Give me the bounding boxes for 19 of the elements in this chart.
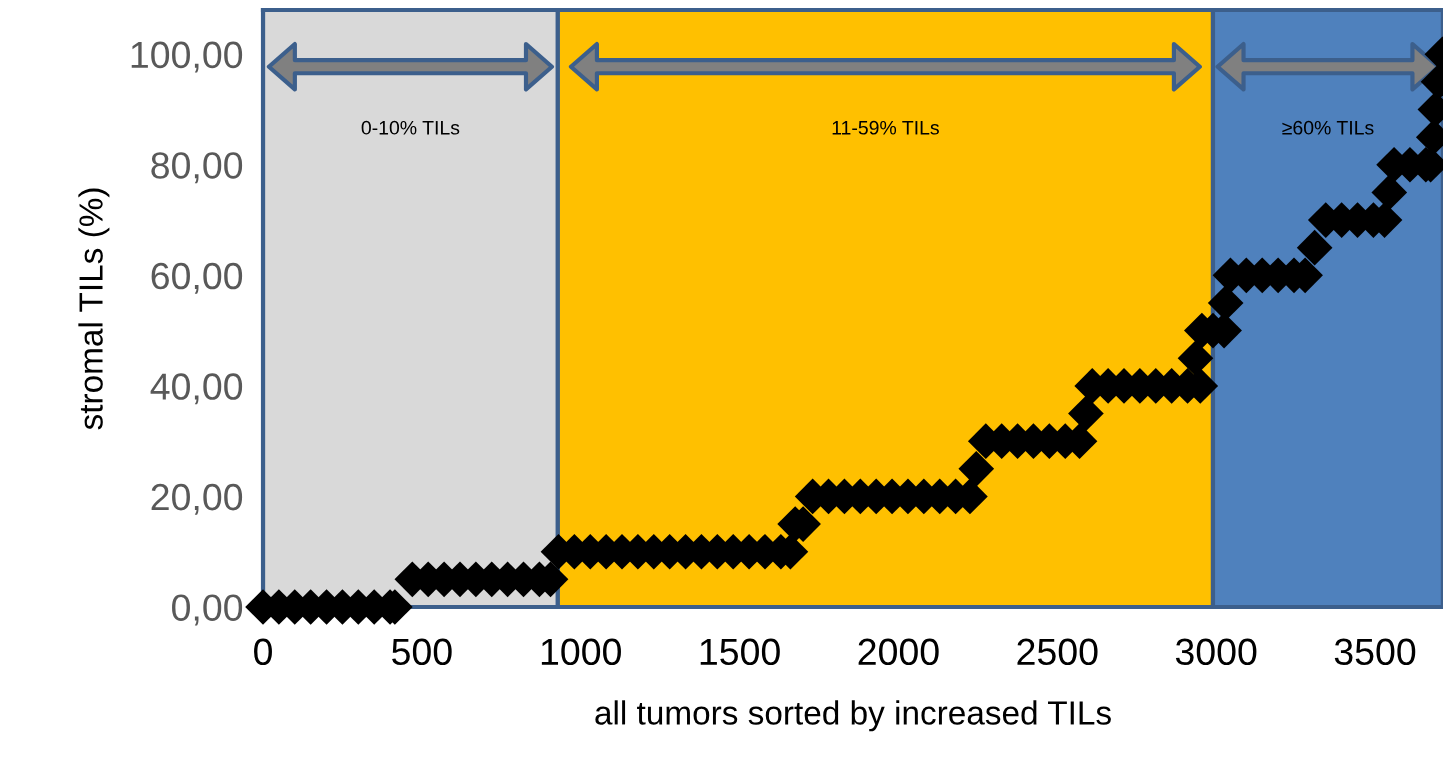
band-label: ≥60% TILs (1282, 120, 1374, 135)
x-tick-label: 2500 (1017, 638, 1098, 666)
band-label: 11-59% TILs (832, 120, 939, 135)
y-tick-label: 40,00 (150, 373, 243, 405)
y-axis-title: stromal TILs (%) (78, 188, 110, 430)
x-tick-label: 2000 (858, 638, 939, 666)
y-tick-label: 60,00 (151, 262, 243, 294)
y-tick-label: 80,00 (151, 152, 243, 184)
x-tick-label: 1000 (541, 638, 621, 666)
x-tick-label: 1500 (700, 638, 780, 666)
x-tick-label: 3500 (1334, 638, 1416, 666)
x-tick-label: 500 (392, 638, 452, 666)
y-tick-label: 0,00 (172, 594, 243, 626)
x-tick-label: 0 (254, 638, 272, 666)
y-tick-label: 20,00 (151, 483, 243, 515)
y-tick-label: 100,00 (131, 41, 243, 73)
x-axis-title: all tumors sorted by increased TILs (595, 700, 1111, 732)
band-label: 0-10% TILs (361, 120, 460, 135)
x-tick-label: 3000 (1175, 638, 1257, 666)
